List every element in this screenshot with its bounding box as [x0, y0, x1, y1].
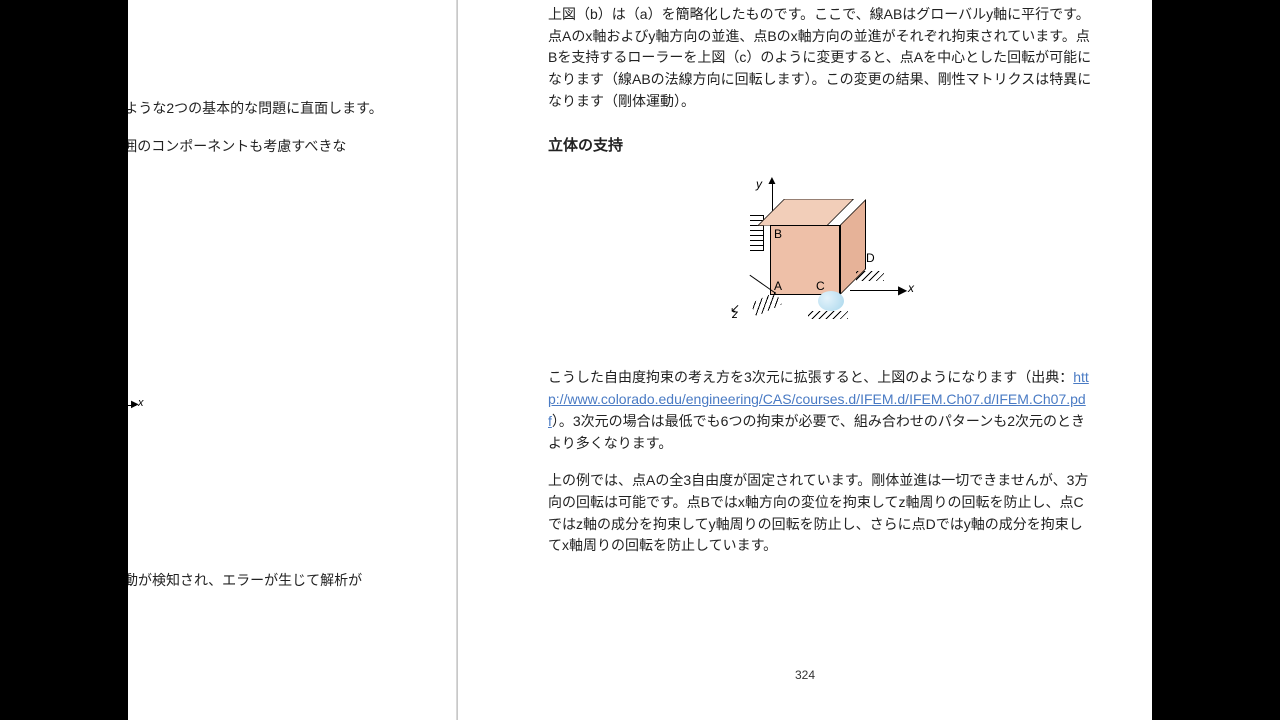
arrow-x-3d-icon: ▶	[898, 283, 907, 297]
right-para-mid-pre: こうした自由度拘束の考え方を3次元に拡張すると、上図のようになります（出典：	[548, 369, 1073, 385]
left-para-3: 。	[128, 173, 398, 195]
right-para-mid-post: ）。3次元の場合は最低でも6つの拘束が必要で、組み合わせのパターンも2次元のとき…	[548, 413, 1085, 451]
page-number: 324	[458, 668, 1152, 682]
right-para-mid: こうした自由度拘束の考え方を3次元に拡張すると、上図のようになります（出典：ht…	[548, 367, 1092, 454]
point-c-3d-label: C	[816, 279, 825, 293]
axis-x-label-right: x	[138, 397, 144, 409]
axis-y-3d-line	[772, 183, 773, 211]
left-para-5: です（出典： S/courses.d/IFEM.d/IFEM.Ch07.d/IF	[128, 489, 398, 532]
point-b-3d-label: B	[774, 227, 782, 241]
letterbox-left	[0, 0, 128, 720]
left-para-4: 制限するために使用します。	[128, 211, 398, 233]
axis-z-3d-label: z	[732, 307, 738, 321]
left-para-1: 適用は難しく感じるかもしれません。CAEような2つの基本的な問題に直面します。	[128, 98, 398, 120]
axis-x-3d-line	[850, 290, 900, 291]
heading-3d-support: 立体の支持	[548, 134, 1092, 155]
right-para-top: 上図（b）は（a）を簡略化したものです。ここで、線ABはグローバルy軸に平行です…	[548, 4, 1092, 112]
document-spread: 適用は難しく感じるかもしれません。CAEような2つの基本的な問題に直面します。 …	[128, 0, 1152, 720]
left-para-2: 拘束は（自由体図に従って）コンポーも周囲のコンポーネントも考慮すべきな	[128, 136, 398, 158]
page-left: 適用は難しく感じるかもしれません。CAEような2つの基本的な問題に直面します。 …	[128, 0, 458, 720]
roller-ball-icon	[818, 291, 844, 311]
page-right: 上図（b）は（a）を簡略化したものです。ここで、線ABはグローバルy軸に平行です…	[458, 0, 1152, 720]
right-para-bottom: 上の例では、点Aの全3自由度が固定されています。剛体並進は一切できませんが、3方…	[548, 470, 1092, 557]
axis-x-3d-label: x	[908, 281, 914, 295]
point-d-3d-label: D	[866, 251, 875, 265]
hatch-a-icon	[750, 292, 781, 317]
letterbox-right	[1152, 0, 1280, 720]
figure-3d-wrap: ▲ y A B C D ▶ x ↙ z	[548, 173, 1092, 343]
axis-y-3d-label: y	[756, 177, 762, 191]
figure-3d-cube: ▲ y A B C D ▶ x ↙ z	[700, 173, 940, 343]
hatch-d-icon	[856, 271, 884, 281]
left-para-6: よって無限に変形してしまいます（FEM運動が検知され、エラーが生じて解析が	[128, 570, 398, 592]
hatch-c-icon	[808, 311, 848, 319]
